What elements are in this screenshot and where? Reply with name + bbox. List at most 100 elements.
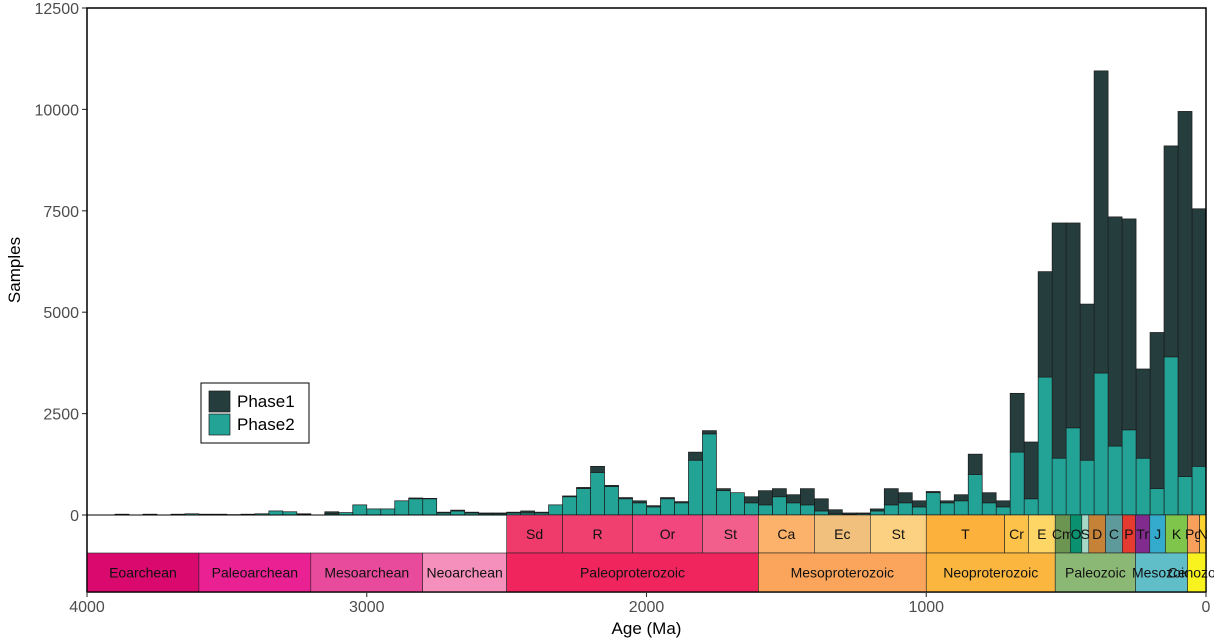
bar-phase1	[1037, 271, 1053, 378]
bar-phase2	[1065, 427, 1081, 516]
bar-phase1	[800, 488, 815, 506]
y-tick-label: 12500	[35, 1, 80, 18]
period-label: St	[724, 526, 737, 542]
bar-phase2	[702, 433, 717, 516]
bar-phase2	[897, 502, 913, 516]
period-box	[814, 514, 871, 554]
period-box	[506, 514, 563, 554]
bar-phase1	[674, 501, 689, 504]
bar-phase2	[394, 500, 410, 516]
bar-phase1	[520, 510, 535, 514]
period-label: T	[961, 526, 970, 542]
bar-phase2	[380, 508, 396, 516]
legend-key-phase1	[208, 390, 231, 413]
period-label: Cm	[1052, 526, 1074, 542]
period-label: D	[1092, 526, 1102, 542]
period-box	[925, 514, 1005, 554]
bar-phase2	[1023, 498, 1039, 516]
era-label: Neoarchean	[427, 565, 503, 581]
bar-phase1	[772, 488, 787, 498]
bar-phase1	[953, 494, 969, 502]
period-label: R	[592, 526, 602, 542]
bar-phase1	[1177, 111, 1193, 477]
bar-phase1	[841, 512, 857, 515]
bar-phase2	[646, 506, 661, 516]
bar-phase1	[590, 465, 605, 473]
bar-phase2	[813, 510, 829, 516]
bar-phase1	[632, 500, 647, 504]
bar-phase1	[450, 509, 466, 512]
era-box	[1054, 552, 1136, 593]
legend-label: Phase1	[237, 392, 295, 411]
bar-phase1	[883, 488, 899, 506]
bar-phase2	[1037, 376, 1053, 516]
bar-phase1	[995, 500, 1011, 508]
bar-phase1	[925, 491, 941, 494]
bar-phase2	[562, 496, 577, 516]
bar-phase2	[618, 498, 633, 516]
bar-phase2	[939, 502, 955, 516]
bar-phase2	[1149, 488, 1165, 516]
bar-phase2	[883, 504, 899, 516]
bar-phase2	[1191, 465, 1207, 516]
geologic-timescale: Sd R Or St Ca Ec St T Cr E CmO S D C P Tr J K PgN Eoarchean…	[86, 7, 1214, 593]
y-tick-label: 7500	[43, 204, 79, 221]
bars-layer	[87, 70, 1207, 516]
legend-label: Phase2	[237, 415, 295, 434]
bar-phase1	[1093, 70, 1109, 374]
bar-phase2	[1051, 457, 1067, 516]
period-label: Cr	[1009, 526, 1024, 542]
period-label: C	[1109, 526, 1119, 542]
bar-phase2	[1163, 356, 1179, 516]
period-label: Ca	[777, 526, 795, 542]
bar-phase2	[548, 504, 563, 516]
bar-phase2	[1121, 429, 1137, 516]
era-label: Mesoarchean	[324, 565, 409, 581]
era-label: Mesoproterozoic	[791, 565, 895, 581]
bar-phase1	[702, 430, 717, 435]
bar-phase2	[688, 459, 703, 516]
era-label: Paleoarchean	[212, 565, 298, 581]
bar-phase1	[1051, 222, 1067, 459]
period-label: J	[1154, 526, 1161, 542]
bar-phase2	[744, 502, 759, 516]
bar-phase2	[967, 474, 983, 516]
bar-phase1	[576, 487, 591, 489]
bar-phase1	[562, 495, 577, 498]
bar-phase2	[1009, 451, 1025, 516]
bar-phase2	[450, 510, 466, 516]
bar-phase1	[604, 485, 619, 487]
period-label: O	[1071, 526, 1082, 542]
x-tick-label: 1000	[908, 599, 944, 616]
bar-phase2	[730, 492, 745, 516]
bar-phase2	[268, 510, 284, 516]
bar-phase1	[1009, 392, 1025, 453]
bar-phase1	[981, 492, 997, 504]
period-box	[1028, 514, 1056, 554]
bar-phase1	[478, 512, 493, 515]
bar-phase1	[1135, 368, 1151, 459]
bar-phase1	[813, 498, 829, 512]
bar-phase1	[786, 494, 801, 504]
bar-phase1	[324, 511, 340, 515]
era-box	[1135, 552, 1188, 593]
bar-phase1	[688, 451, 703, 461]
era-label: Neoproterozoic	[943, 565, 1038, 581]
bar-phase1	[758, 490, 773, 506]
y-tick-label: 10000	[35, 102, 80, 119]
bar-phase1	[492, 512, 507, 515]
bar-phase2	[1135, 457, 1151, 516]
bar-phase1	[1191, 208, 1207, 467]
bar-phase1	[646, 505, 661, 508]
period-box	[702, 514, 759, 554]
bar-phase1	[1163, 145, 1179, 358]
bar-phase1	[660, 497, 675, 500]
legend: Phase1 Phase2	[200, 382, 310, 444]
bar-phase1	[506, 511, 521, 514]
bar-phase1	[534, 511, 549, 514]
era-label: Paleoproterozoic	[580, 565, 685, 581]
bar-phase2	[1079, 459, 1095, 516]
x-axis: 4000 3000 2000 1000 0	[69, 592, 1211, 616]
period-label: Tr	[1136, 526, 1149, 542]
bar-phase1	[1079, 303, 1095, 461]
